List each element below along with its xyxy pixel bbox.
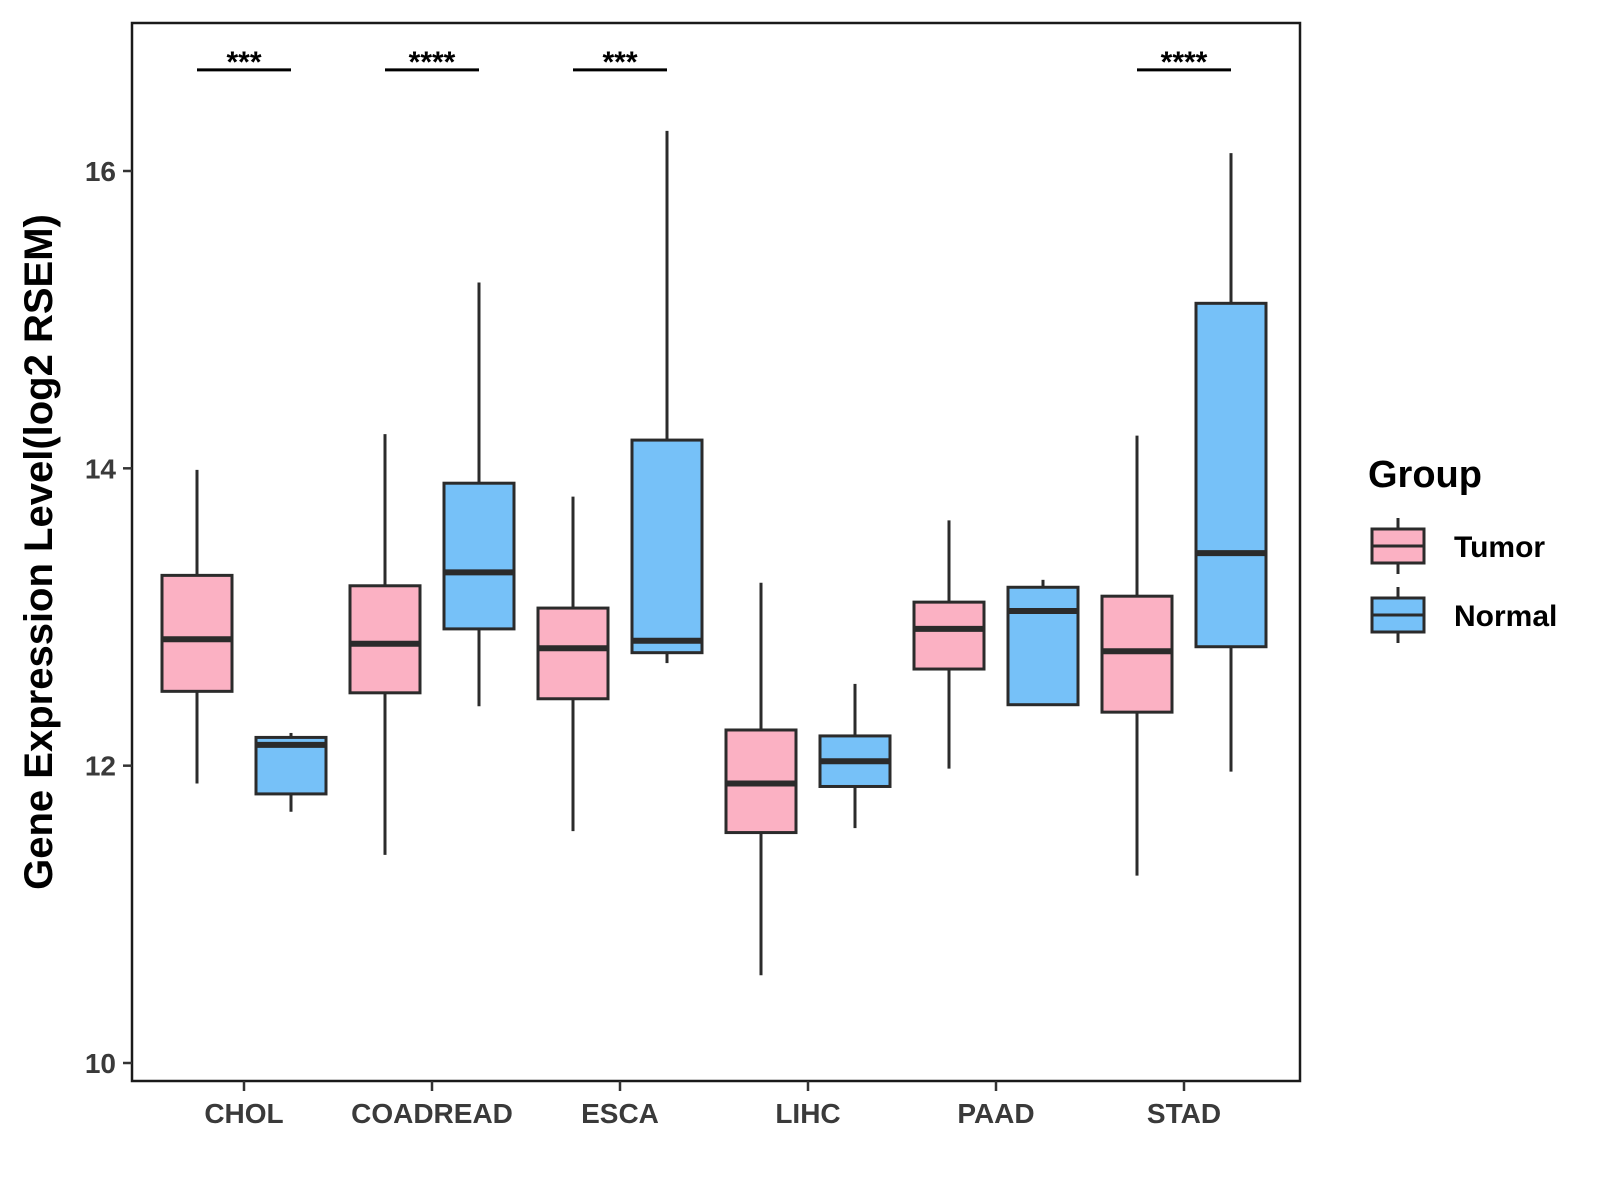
- legend-label-normal: Normal: [1454, 600, 1557, 633]
- box-normal-paad: [1006, 579, 1080, 707]
- x-tick-label: ESCA: [581, 1098, 659, 1129]
- box-normal-esca: [630, 130, 704, 664]
- box-tumor-coadread: [348, 434, 422, 855]
- legend-key-tumor: [1370, 518, 1426, 574]
- box-tumor-lihc: [724, 582, 798, 976]
- y-tick-label: 10: [85, 1048, 116, 1079]
- significance-label: ****: [1161, 46, 1208, 79]
- y-tick-label: 14: [85, 453, 117, 484]
- x-tick-label: CHOL: [204, 1098, 283, 1129]
- box-tumor-chol: [160, 469, 234, 784]
- y-axis: 10 12 14 16: [85, 156, 132, 1079]
- box-normal-lihc: [818, 683, 892, 829]
- box-normal-coadread: [442, 282, 516, 707]
- significance-label: ***: [226, 46, 261, 79]
- x-tick-label: STAD: [1147, 1098, 1221, 1129]
- iqr-box: [1194, 301, 1268, 649]
- iqr-box: [912, 600, 986, 671]
- iqr-box: [160, 573, 234, 693]
- x-tick-label: LIHC: [775, 1098, 840, 1129]
- iqr-box: [1006, 585, 1080, 707]
- x-tick-label: PAAD: [957, 1098, 1034, 1129]
- box-tumor-stad: [1100, 435, 1174, 876]
- y-axis-title: Gene Expression Level(log2 RSEM): [17, 214, 61, 890]
- legend-key-normal: [1370, 587, 1426, 643]
- legend-title: Group: [1368, 454, 1482, 496]
- significance-layer: *** **** *** ****: [197, 46, 1231, 79]
- iqr-box: [442, 481, 516, 631]
- x-axis: CHOL COADREAD ESCA LIHC PAAD STAD: [204, 1081, 1221, 1129]
- boxes-layer: [160, 130, 1268, 976]
- box-tumor-esca: [536, 496, 610, 832]
- iqr-box: [348, 584, 422, 695]
- y-tick-label: 12: [85, 751, 116, 782]
- significance-label: ***: [602, 46, 637, 79]
- x-tick-label: COADREAD: [351, 1098, 513, 1129]
- plot-panel-border: [130, 21, 1302, 1083]
- box-normal-stad: [1194, 153, 1268, 772]
- significance-label: ****: [409, 46, 456, 79]
- legend-label-tumor: Tumor: [1454, 531, 1545, 564]
- iqr-box: [536, 606, 610, 701]
- box-normal-chol: [254, 732, 328, 812]
- y-tick-label: 16: [85, 156, 116, 187]
- box-tumor-paad: [912, 520, 986, 769]
- legend: Group Tumor Normal: [1368, 454, 1557, 643]
- iqr-box: [630, 438, 704, 655]
